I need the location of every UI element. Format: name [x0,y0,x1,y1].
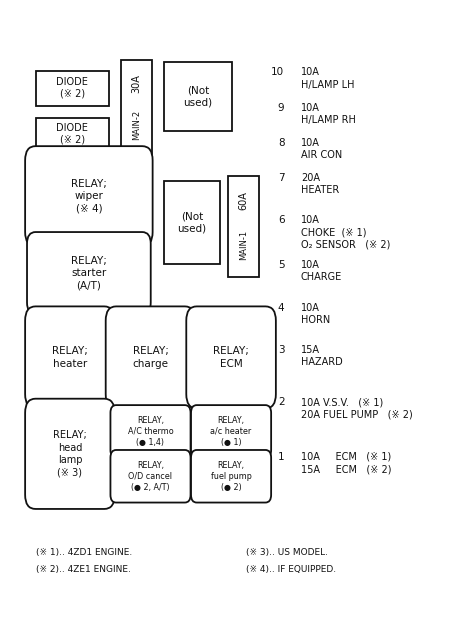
Text: RELAY;
ECM: RELAY; ECM [213,346,249,369]
Text: (※ 3).. US MODEL.: (※ 3).. US MODEL. [246,548,328,557]
Text: 1: 1 [278,452,284,462]
Bar [164,62,232,131]
Text: 5: 5 [278,260,284,270]
Bar [121,60,152,155]
Text: 15A
HAZARD: 15A HAZARD [301,345,343,367]
Text: RELAY;
heater: RELAY; heater [52,346,88,369]
Text: 9: 9 [278,103,284,113]
Text: DIODE
(※ 2): DIODE (※ 2) [56,122,88,144]
Text: 7: 7 [278,173,284,183]
Text: 10A
AIR CON: 10A AIR CON [301,138,342,160]
Text: 10A V.S.V.   (※ 1)
20A FUEL PUMP   (※ 2): 10A V.S.V. (※ 1) 20A FUEL PUMP (※ 2) [301,397,413,420]
Text: 10A
HORN: 10A HORN [301,303,330,325]
FancyBboxPatch shape [191,405,271,458]
Text: 20A
HEATER: 20A HEATER [301,173,339,196]
FancyBboxPatch shape [106,306,195,408]
Text: RELAY;
wiper
(※ 4): RELAY; wiper (※ 4) [71,179,107,213]
Bar [36,118,109,149]
FancyBboxPatch shape [191,450,271,503]
Text: (※ 2).. 4ZE1 ENGINE.: (※ 2).. 4ZE1 ENGINE. [36,565,130,574]
Text: RELAY,
A/C thermo
(● 1,4): RELAY, A/C thermo (● 1,4) [128,416,173,447]
Text: 60A: 60A [239,192,249,210]
FancyBboxPatch shape [25,399,115,509]
FancyBboxPatch shape [110,450,191,503]
Text: MAIN-1: MAIN-1 [239,229,248,260]
Text: 30A: 30A [131,74,141,94]
FancyBboxPatch shape [110,405,191,458]
Bar [228,176,259,277]
Text: RELAY,
fuel pump
(● 2): RELAY, fuel pump (● 2) [210,461,252,492]
Text: 3: 3 [278,345,284,355]
Text: RELAY,
a/c heater
(● 1): RELAY, a/c heater (● 1) [210,416,252,447]
Text: 10A
H/LAMP LH: 10A H/LAMP LH [301,67,355,90]
Bar [36,71,109,106]
Text: 4: 4 [278,303,284,313]
Bar [164,181,220,264]
Text: RELAY;
starter
(A/T): RELAY; starter (A/T) [71,256,107,290]
Text: (Not
used): (Not used) [177,212,207,233]
Text: (※ 4).. IF EQUIPPED.: (※ 4).. IF EQUIPPED. [246,565,337,574]
Text: RELAY,
O/D cancel
(● 2, A/T): RELAY, O/D cancel (● 2, A/T) [128,461,173,492]
Text: 10: 10 [271,67,284,78]
FancyBboxPatch shape [25,146,153,246]
Text: 6: 6 [278,215,284,225]
Text: MAIN-2: MAIN-2 [132,110,141,140]
Text: RELAY;
charge: RELAY; charge [133,346,168,369]
Text: 8: 8 [278,138,284,148]
Text: 10A
H/LAMP RH: 10A H/LAMP RH [301,103,356,125]
Text: 10A
CHOKE  (※ 1)
O₂ SENSOR   (※ 2): 10A CHOKE (※ 1) O₂ SENSOR (※ 2) [301,215,391,249]
Text: 2: 2 [278,397,284,408]
Text: (※ 1).. 4ZD1 ENGINE.: (※ 1).. 4ZD1 ENGINE. [36,548,132,557]
Text: RELAY;
head
lamp
(※ 3): RELAY; head lamp (※ 3) [53,430,87,478]
Text: 10A
CHARGE: 10A CHARGE [301,260,342,282]
FancyBboxPatch shape [25,306,115,408]
FancyBboxPatch shape [186,306,276,408]
Text: 10A     ECM   (※ 1)
15A     ECM   (※ 2): 10A ECM (※ 1) 15A ECM (※ 2) [301,452,392,474]
FancyBboxPatch shape [27,232,151,314]
Text: DIODE
(※ 2): DIODE (※ 2) [56,78,88,99]
Text: (Not
used): (Not used) [183,86,212,108]
